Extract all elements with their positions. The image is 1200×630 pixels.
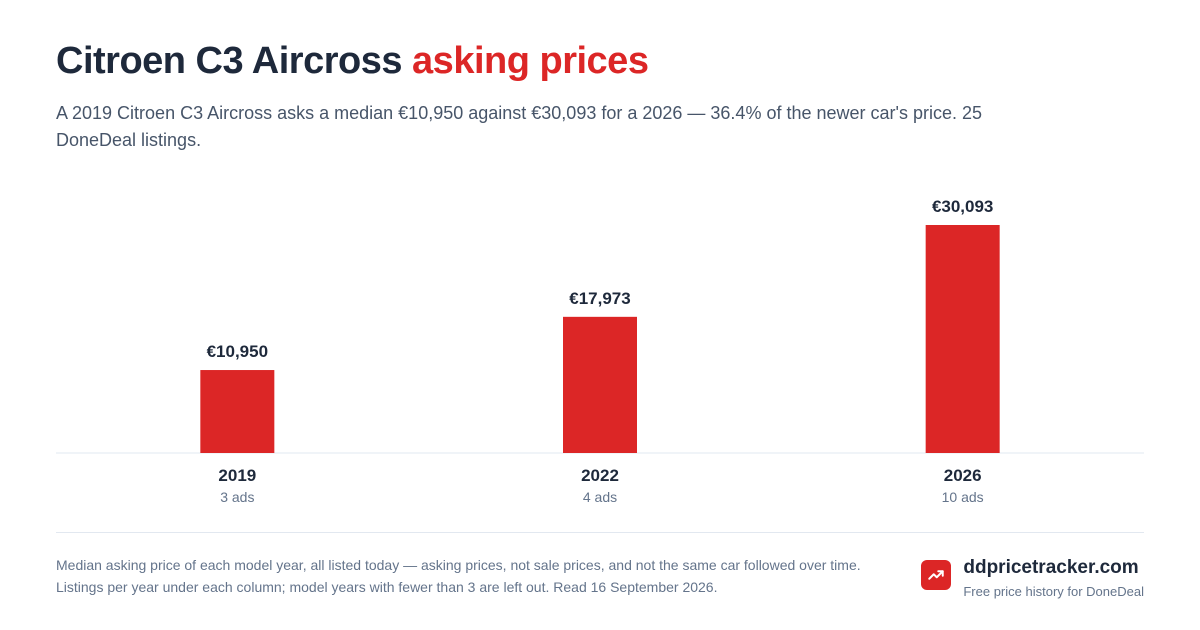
- bar-2022: [563, 316, 637, 453]
- footnote: Median asking price of each model year, …: [56, 557, 861, 595]
- title-accent: asking prices: [412, 40, 649, 82]
- brand-name[interactable]: ddpricetracker.com: [963, 557, 1139, 578]
- category-label-2019: 2019: [218, 466, 256, 485]
- brand[interactable]: ddpricetracker.com Free price history fo…: [921, 556, 1144, 602]
- bar-2026: [925, 225, 1000, 453]
- ad-count-2026: 10 ads: [942, 489, 984, 505]
- title-main: Citroen C3 Aircross: [56, 40, 402, 82]
- bar-group: €10,950 2019 3 ads €17,973 2022 4 ads €30,093 2…: [200, 197, 1000, 505]
- value-label-2026: €30,093: [932, 197, 993, 216]
- brand-tagline: Free price history for DoneDeal: [963, 584, 1144, 599]
- category-label-2026: 2026: [944, 466, 982, 485]
- chart-subtitle: A 2019 Citroen C3 Aircross asks a median…: [56, 103, 982, 150]
- chart-title: Citroen C3 Aircross asking prices: [56, 40, 649, 83]
- footer-divider: [56, 532, 1144, 533]
- ad-count-2019: 3 ads: [220, 489, 254, 505]
- value-label-2019: €10,950: [207, 342, 268, 361]
- category-label-2022: 2022: [581, 466, 619, 485]
- bar-chart: €10,950 2019 3 ads €17,973 2022 4 ads €30,093 2…: [56, 197, 1144, 505]
- bar-2019: [200, 370, 275, 453]
- trending-up-icon: [921, 560, 952, 590]
- value-label-2022: €17,973: [569, 289, 630, 308]
- ad-count-2022: 4 ads: [583, 489, 617, 505]
